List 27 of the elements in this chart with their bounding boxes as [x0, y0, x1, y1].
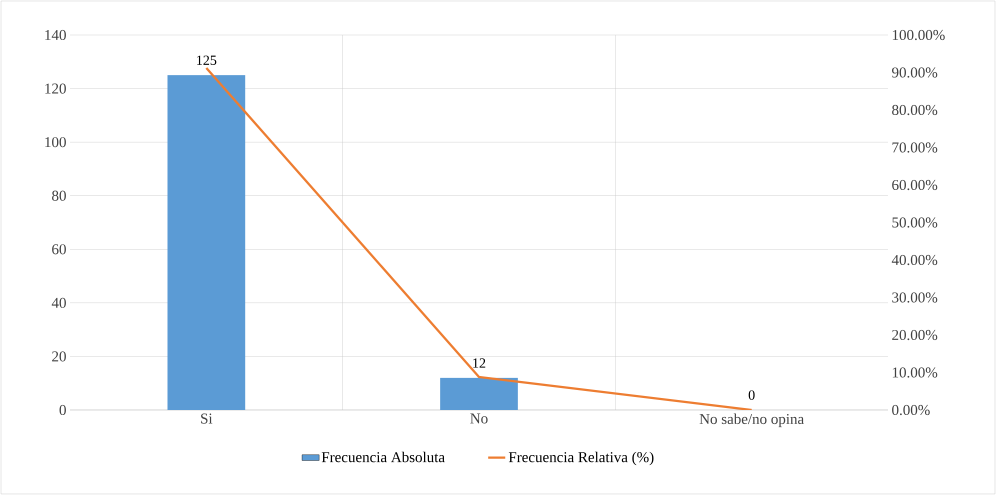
y-tick-label: 120: [45, 84, 66, 94]
y2-tick-label: 40.00%: [892, 254, 938, 266]
y-tick-label: 20: [52, 351, 66, 362]
y-tick-label: 100: [45, 137, 66, 148]
y2-tick-label: 80.00%: [892, 104, 938, 116]
y2-tick-label: 50.00%: [892, 217, 938, 228]
y2-tick-label: 0.00%: [892, 404, 930, 416]
data-label: 0: [748, 390, 755, 400]
y2-tick-label: 100.00%: [892, 30, 945, 40]
legend-label: Frecuencia Relativa (%): [508, 452, 654, 466]
data-label: 12: [473, 358, 486, 368]
x-tick-label: No sabe/no opina: [700, 414, 804, 428]
legend-label: Frecuencia Absoluta: [322, 452, 445, 462]
y-tick-label: 80: [52, 190, 66, 201]
y-tick-label: 140: [45, 30, 66, 40]
y-tick-label: 60: [52, 244, 66, 254]
y2-tick-label: 10.00%: [892, 367, 938, 378]
y2-tick-label: 20.00%: [892, 330, 938, 340]
data-label: 125: [197, 56, 216, 65]
y2-tick-label: 60.00%: [892, 180, 938, 190]
y-tick-label: 0: [60, 404, 66, 416]
y2-tick-label: 30.00%: [892, 292, 938, 303]
x-tick-label: Si: [201, 414, 212, 424]
y-tick-label: 40: [52, 298, 66, 308]
y2-tick-label: 70.00%: [892, 142, 938, 153]
y2-tick-label: 90.00%: [892, 67, 938, 78]
x-tick-label: No: [470, 414, 488, 424]
